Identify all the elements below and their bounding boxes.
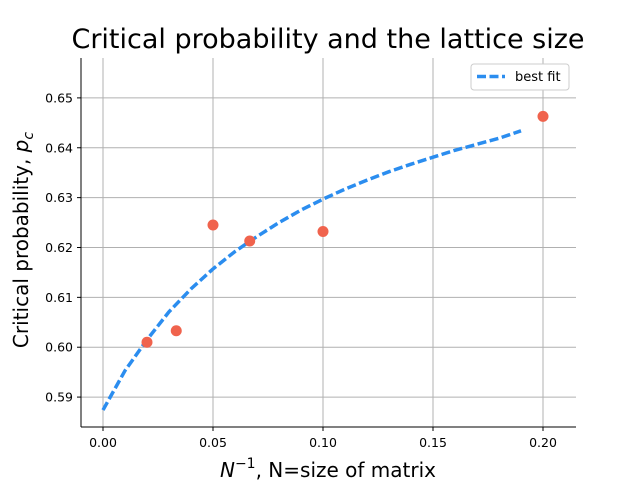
data-point: [170, 325, 182, 337]
legend-box: [470, 63, 570, 91]
y-tick-label: 0.64: [45, 140, 73, 155]
best-fit-line: [101, 129, 522, 411]
y-tick-label: 0.65: [45, 90, 73, 105]
y-axis-label: Critical probability, pc: [9, 132, 37, 348]
y-axis-label-text: Critical probability,: [9, 152, 33, 348]
x-axis-label-variable: N: [220, 458, 235, 480]
legend: best fit: [470, 63, 570, 91]
axes: [77, 58, 576, 431]
x-axis-label-exponent: −1: [235, 456, 256, 472]
x-tick-label: 0.05: [199, 435, 227, 450]
x-tick-label: 0.20: [529, 435, 557, 450]
y-tick-label: 0.63: [45, 190, 73, 205]
scatter-series: [141, 110, 549, 348]
y-tick-label: 0.62: [45, 240, 73, 255]
data-point: [207, 219, 219, 231]
x-tick-label: 0.10: [309, 435, 337, 450]
data-point: [317, 226, 329, 238]
x-tick-label: 0.00: [89, 435, 117, 450]
tick-labels: 0.00 0.05 0.10 0.15 0.20 0.59 0.60 0.61 0.62 0.63…: [45, 90, 557, 450]
y-tick-label: 0.60: [45, 340, 73, 355]
legend-label-best-fit: best fit: [515, 70, 561, 85]
y-axis-label-variable: p: [9, 140, 33, 154]
y-tick-label: 0.61: [45, 290, 73, 305]
x-tick-label: 0.15: [419, 435, 447, 450]
y-axis-label-subscript: c: [21, 132, 37, 140]
data-point: [537, 110, 549, 122]
data-point: [141, 336, 153, 348]
fit-series: [101, 129, 522, 411]
y-tick-label: 0.59: [45, 390, 73, 405]
x-axis-label: N−1, N=size of matrix: [220, 456, 436, 480]
x-axis-label-text: , N=size of matrix: [256, 458, 437, 480]
grid: [81, 58, 576, 427]
chart-title: Critical probability and the lattice siz…: [71, 24, 584, 55]
data-point: [244, 235, 256, 247]
